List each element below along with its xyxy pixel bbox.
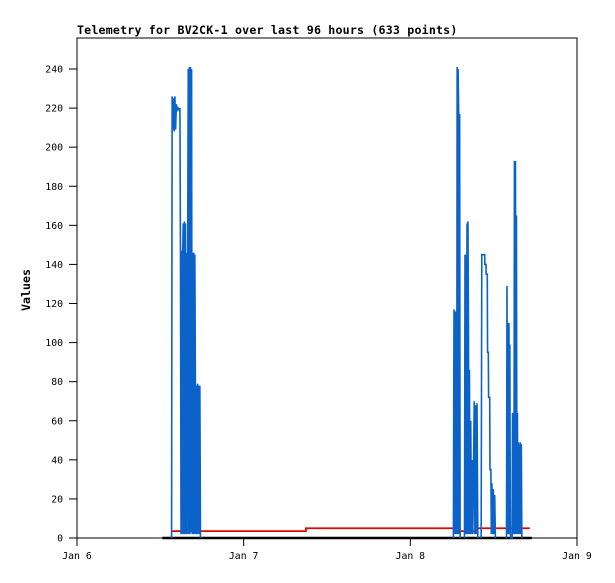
data-series <box>162 67 532 540</box>
series-value-channel-blue <box>463 221 479 539</box>
x-tick-label: Jan 7 <box>229 551 259 562</box>
y-tick-label: 120 <box>45 299 63 310</box>
x-axis-ticks: Jan 6 Jan 7 Jan 8 Jan 9 <box>62 538 592 562</box>
y-tick-label: 140 <box>45 260 63 271</box>
y-axis-label: Values <box>19 269 33 311</box>
series-value-channel-blue <box>170 67 202 539</box>
y-tick-label: 160 <box>45 221 63 232</box>
y-tick-label: 0 <box>57 534 63 545</box>
y-tick-label: 220 <box>45 104 63 115</box>
y-tick-label: 40 <box>51 455 63 466</box>
y-tick-label: 80 <box>51 377 63 388</box>
y-tick-label: 180 <box>45 182 63 193</box>
series-value-channel-blue <box>480 253 497 539</box>
chart-title: Telemetry for BV2CK-1 over last 96 hours… <box>77 23 458 37</box>
series-value-channel-blue <box>452 67 461 539</box>
y-tick-label: 200 <box>45 143 63 154</box>
series-value-channel-blue <box>505 160 523 539</box>
y-tick-label: 240 <box>45 65 63 76</box>
x-tick-label: Jan 9 <box>562 551 592 562</box>
y-tick-label: 20 <box>51 494 63 505</box>
x-tick-label: Jan 6 <box>62 551 92 562</box>
y-axis-ticks: 0 20 40 60 80 100 120 140 160 180 200 220 240 <box>45 65 77 545</box>
y-tick-label: 60 <box>51 416 63 427</box>
y-tick-label: 100 <box>45 338 63 349</box>
x-tick-label: Jan 8 <box>396 551 426 562</box>
